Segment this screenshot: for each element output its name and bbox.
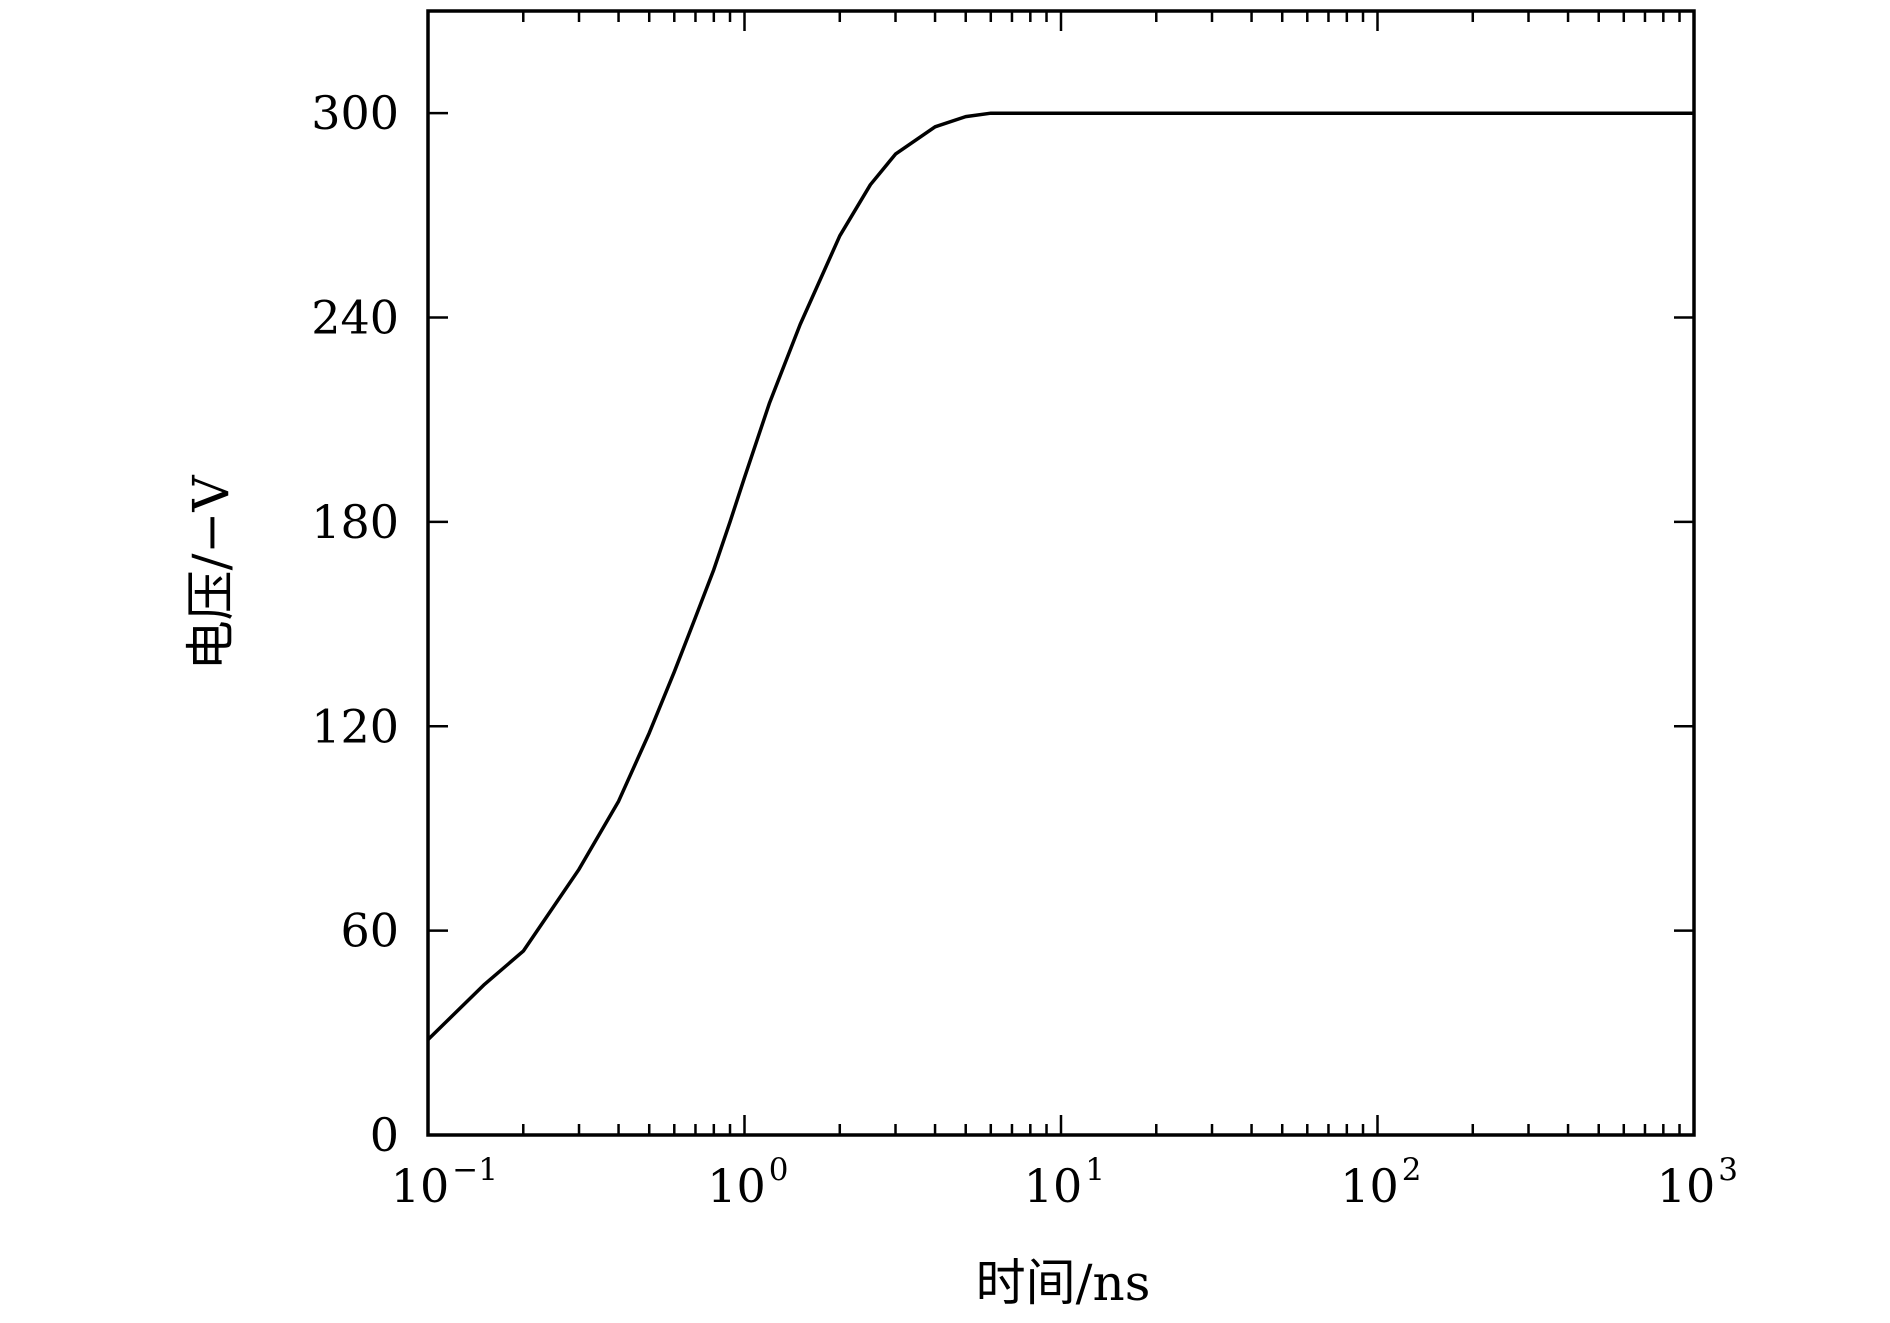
y-tick-label: 0 (370, 1108, 399, 1162)
y-tick-label: 300 (311, 86, 399, 140)
x-tick-exponent: −1 (452, 1152, 498, 1188)
y-axis-tick-labels: 0 60 120 180 240 300 (311, 86, 399, 1162)
x-axis-label: 时间/ns (976, 1254, 1151, 1312)
x-tick-exponent: 0 (769, 1152, 789, 1188)
plot-frame (426, 9, 1696, 1137)
x-tick-exponent: 3 (1718, 1152, 1738, 1188)
x-tick-label: 10 (1657, 1159, 1716, 1213)
x-tick-exponent: 1 (1085, 1152, 1105, 1188)
series-line (426, 111, 1694, 1041)
x-tick-label: 10 (1340, 1159, 1399, 1213)
y-tick-label: 120 (311, 699, 399, 753)
x-tick-label: 10 (391, 1159, 450, 1213)
y-axis-label: 电压/−V (182, 475, 240, 671)
y-axis-ticks (428, 111, 1694, 1137)
series-group (426, 111, 1694, 1041)
x-tick-label: 10 (707, 1159, 766, 1213)
y-tick-label: 180 (311, 495, 399, 549)
x-tick-label: 10 (1024, 1159, 1083, 1213)
x-axis-tick-labels: 10 −1 10 0 10 1 10 2 10 3 (391, 1152, 1738, 1213)
y-tick-label: 60 (340, 904, 399, 958)
x-tick-exponent: 2 (1402, 1152, 1422, 1188)
x-axis-ticks (426, 11, 1696, 1135)
y-tick-label: 240 (311, 291, 399, 345)
